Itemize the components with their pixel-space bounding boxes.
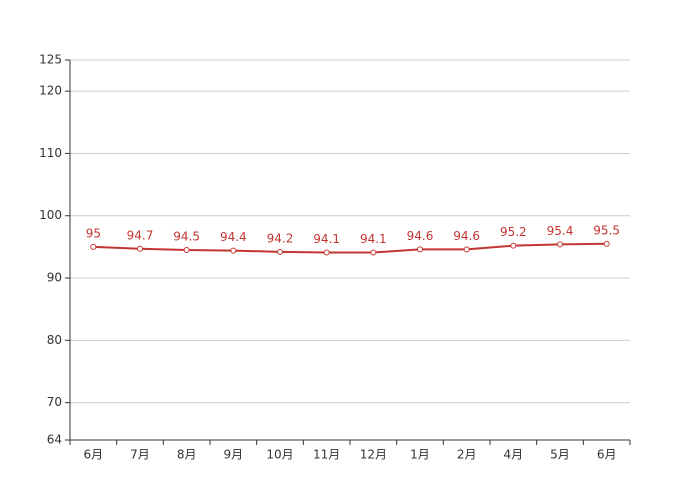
y-tick-label: 120 (39, 84, 62, 98)
x-tick-label: 6月 (84, 448, 104, 462)
value-label: 95.4 (547, 224, 574, 238)
point (230, 247, 237, 254)
x-tick-label: 9月 (224, 448, 244, 462)
y-tick-label: 90 (47, 271, 62, 285)
value-label: 94.2 (267, 231, 294, 245)
point (417, 246, 423, 253)
x-tick-label: 11月 (313, 448, 340, 462)
point (370, 249, 377, 256)
y-tick-label: 100 (39, 208, 62, 222)
point (510, 242, 517, 249)
x-tick-label: 2月 (457, 448, 477, 462)
x-tick-label: 7月 (130, 448, 150, 462)
y-tick-label: 70 (47, 395, 62, 409)
point (323, 249, 330, 256)
value-label: 94.1 (313, 232, 340, 246)
x-tick-label: 10月 (266, 448, 293, 462)
point (183, 247, 190, 253)
value-label: 94.5 (173, 230, 200, 244)
x-tick-label: 12月 (360, 448, 387, 462)
x-tick-label: 5月 (550, 448, 570, 462)
y-tick-label: 125 (39, 53, 62, 67)
x-tick-label: 1月 (410, 448, 430, 462)
y-tick-label: 64 (47, 433, 62, 447)
point (137, 245, 143, 252)
point (277, 248, 283, 255)
value-label: 94.6 (453, 229, 480, 243)
value-label: 94.1 (360, 232, 387, 246)
value-label: 94.7 (127, 228, 154, 242)
value-label: 95.5 (593, 223, 620, 237)
point (603, 240, 610, 247)
value-label: 94.6 (407, 229, 434, 243)
y-tick-label: 80 (47, 333, 62, 347)
point (557, 241, 563, 248)
x-tick-label: 4月 (504, 448, 524, 462)
x-tick-label: 6月 (597, 448, 617, 462)
x-tick-label: 8月 (177, 448, 197, 462)
point (463, 246, 470, 253)
point (90, 243, 97, 250)
value-label: 95.2 (500, 225, 527, 239)
line (93, 242, 607, 254)
value-label: 95 (86, 226, 101, 240)
y-tick-label: 110 (39, 146, 62, 160)
value-label: 94.4 (220, 230, 247, 244)
